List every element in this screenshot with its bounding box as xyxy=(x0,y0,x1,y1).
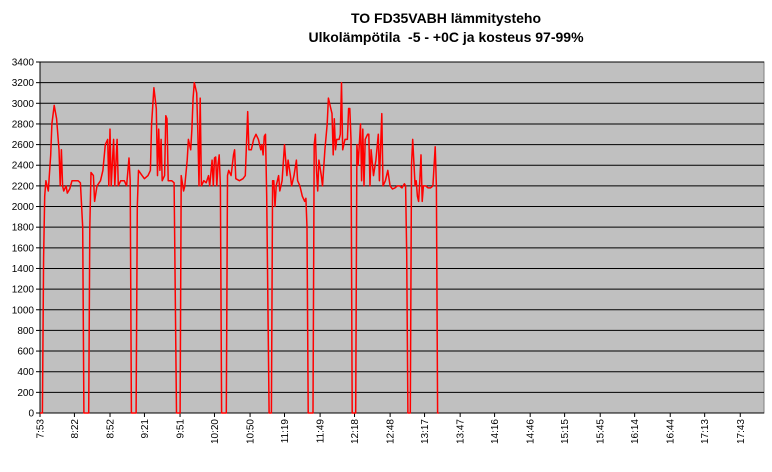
x-tick-label: 7:53 xyxy=(36,419,47,439)
y-tick-label: 600 xyxy=(17,347,34,358)
x-tick-label: 9:21 xyxy=(140,419,151,439)
y-tick-label: 1200 xyxy=(12,285,35,296)
y-tick-label: 1400 xyxy=(12,264,35,275)
chart-title-line-2: Ulkolämpötila -5 - +0C ja kosteus 97-99% xyxy=(308,29,584,45)
x-tick-label: 9:51 xyxy=(176,419,187,439)
y-tick-label: 200 xyxy=(17,388,34,399)
y-tick-label: 2400 xyxy=(12,161,35,172)
y-tick-label: 400 xyxy=(17,367,34,378)
chart-title-line-1: TO FD35VABH lämmitysteho xyxy=(350,10,542,26)
x-tick-label: 13:17 xyxy=(420,419,431,444)
x-tick-label: 12:18 xyxy=(350,419,361,444)
y-tick-label: 3200 xyxy=(12,78,35,89)
y-tick-label: 2600 xyxy=(12,140,35,151)
x-tick-label: 14:46 xyxy=(526,419,537,444)
x-tick-label: 17:43 xyxy=(736,419,747,444)
y-tick-label: 0 xyxy=(28,409,34,420)
y-tick-label: 1000 xyxy=(12,305,35,316)
x-tick-label: 8:22 xyxy=(70,419,81,439)
y-tick-label: 2000 xyxy=(12,202,35,213)
x-tick-label: 17:13 xyxy=(700,419,711,444)
y-tick-label: 2800 xyxy=(12,119,35,130)
y-tick-label: 3000 xyxy=(12,99,35,110)
x-tick-label: 15:15 xyxy=(560,419,571,444)
y-tick-label: 3400 xyxy=(12,58,35,69)
x-tick-label: 14:16 xyxy=(490,419,501,444)
x-tick-label: 11:49 xyxy=(316,419,327,444)
y-tick-label: 800 xyxy=(17,326,34,337)
x-tick-label: 10:50 xyxy=(246,419,257,444)
y-tick-label: 1800 xyxy=(12,223,35,234)
x-tick-label: 12:48 xyxy=(386,419,397,444)
x-tick-label: 13:47 xyxy=(456,419,467,444)
x-tick-label: 11:19 xyxy=(280,419,291,444)
series-line-1 xyxy=(40,81,439,414)
x-tick-label: 8:52 xyxy=(106,419,117,439)
x-tick-label: 10:20 xyxy=(210,419,221,444)
x-tick-label: 16:14 xyxy=(630,419,641,444)
y-tick-label: 2200 xyxy=(12,181,35,192)
y-tick-label: 1600 xyxy=(12,243,35,254)
x-tick-label: 15:45 xyxy=(596,419,607,444)
x-tick-label: 16:44 xyxy=(666,419,677,444)
plot-background xyxy=(39,61,765,414)
